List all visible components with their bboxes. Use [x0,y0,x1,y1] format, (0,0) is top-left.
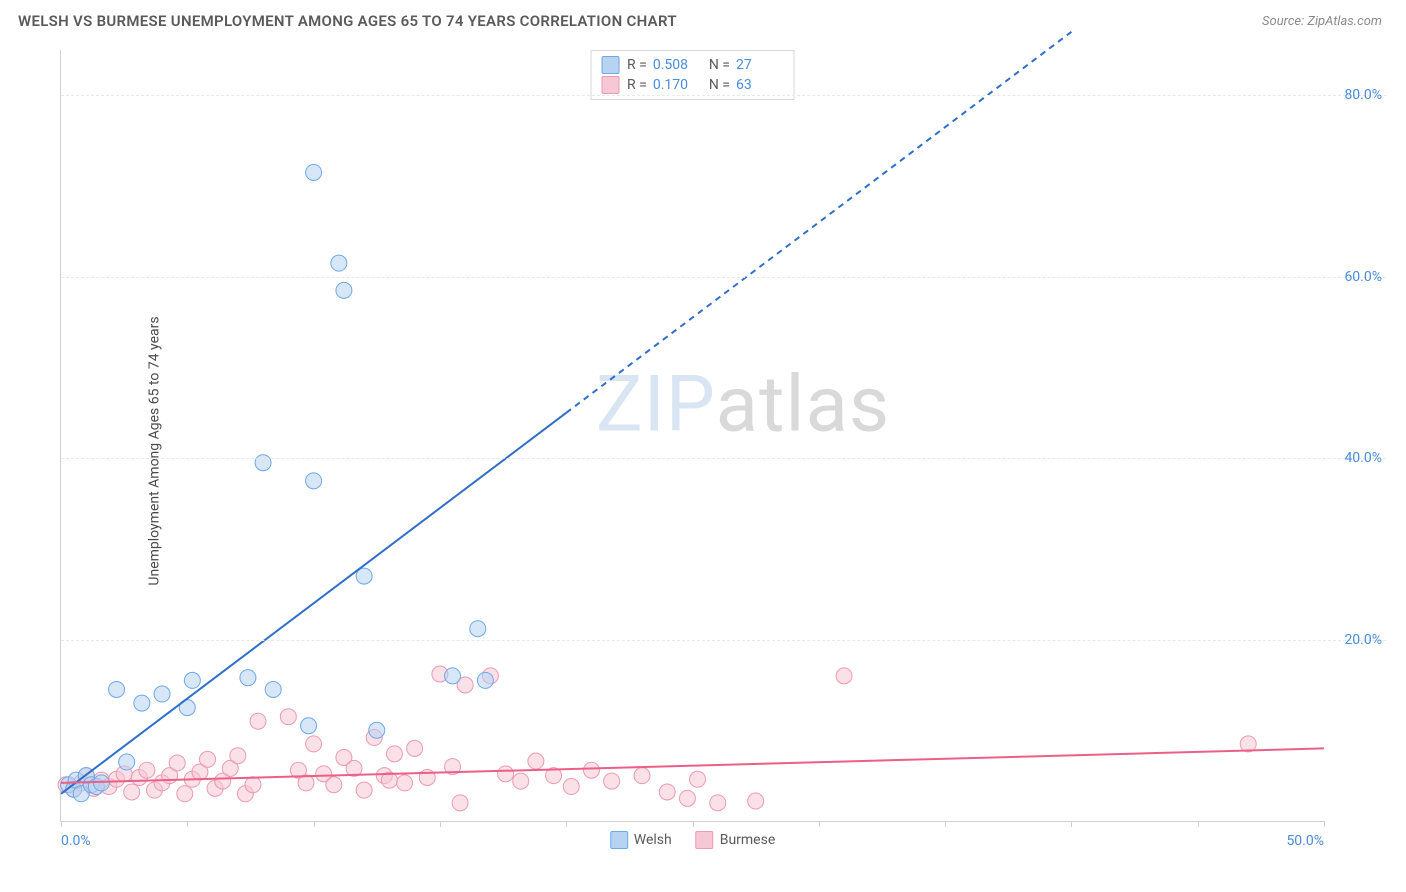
r-value: 0.170 [653,77,701,93]
data-point [331,255,347,271]
x-tick-label: 50.0% [1286,833,1324,849]
data-point [250,713,266,729]
stats-row: R = 0.508 N = 27 [601,55,784,75]
data-point [139,762,155,778]
data-point [369,722,385,738]
legend-label: Burmese [720,832,776,848]
data-point [255,455,271,471]
data-point [200,751,216,767]
data-point [445,668,461,684]
data-point [265,681,281,697]
y-tick-label: 60.0% [1344,269,1382,285]
plot-svg [61,50,1324,821]
data-point [356,782,372,798]
x-tick-mark [945,821,946,827]
data-point [169,755,185,771]
x-tick-mark [187,821,188,827]
y-tick-label: 20.0% [1344,632,1382,648]
source-attribution: Source: ZipAtlas.com [1262,14,1382,29]
data-point [124,784,140,800]
data-point [134,695,150,711]
data-point [659,784,675,800]
data-point [154,686,170,702]
data-point [177,786,193,802]
x-tick-mark [693,821,694,827]
gridline [61,95,1386,96]
y-tick-label: 80.0% [1344,87,1382,103]
chart-container: Unemployment Among Ages 65 to 74 years Z… [50,50,1386,852]
x-tick-mark [314,821,315,827]
data-point [336,282,352,298]
stats-row: R = 0.170 N = 63 [601,75,784,95]
r-label: R = [627,77,647,93]
legend-bottom: Welsh Burmese [610,831,776,849]
data-point [386,746,402,762]
data-point [528,753,544,769]
data-point [280,709,296,725]
series-swatch [601,76,619,94]
series-swatch [601,56,619,74]
data-point [306,473,322,489]
data-point [452,795,468,811]
data-point [240,670,256,686]
legend-swatch [610,831,628,849]
data-point [563,779,579,795]
data-point [230,748,246,764]
r-label: R = [627,57,647,73]
data-point [836,668,852,684]
data-point [748,793,764,809]
x-tick-label: 0.0% [61,833,91,849]
data-point [583,762,599,778]
data-point [679,790,695,806]
n-value: 27 [736,57,784,73]
data-point [245,777,261,793]
n-value: 63 [736,77,784,93]
chart-title: WELSH VS BURMESE UNEMPLOYMENT AMONG AGES… [18,12,677,30]
data-point [109,681,125,697]
n-label: N = [709,77,730,93]
data-point [604,773,620,789]
x-tick-mark [819,821,820,827]
data-point [498,766,514,782]
gridline [61,277,1386,278]
x-tick-mark [1198,821,1199,827]
plot-area: ZIPatlas R =0.508N =27R =0.170N =63 Wels… [60,50,1324,822]
y-tick-label: 40.0% [1344,450,1382,466]
data-point [690,771,706,787]
data-point [306,164,322,180]
data-point [184,672,200,688]
data-point [710,795,726,811]
x-tick-mark [1324,821,1325,827]
data-point [397,775,413,791]
data-point [306,736,322,752]
x-tick-mark [61,821,62,827]
x-tick-mark [566,821,567,827]
stats-box: R = 0.508 N = 27 R = 0.170 N = 63 [590,50,795,100]
data-point [477,672,493,688]
gridline [61,640,1386,641]
data-point [634,768,650,784]
n-label: N = [709,57,730,73]
legend-item: Burmese [696,831,776,849]
gridline [61,458,1386,459]
legend-swatch [696,831,714,849]
r-value: 0.508 [653,57,701,73]
data-point [301,718,317,734]
x-tick-mark [440,821,441,827]
data-point [513,773,529,789]
legend-item: Welsh [610,831,672,849]
data-point [407,740,423,756]
header: WELSH VS BURMESE UNEMPLOYMENT AMONG AGES… [0,0,1406,38]
legend-label: Welsh [634,832,672,848]
data-point [470,621,486,637]
x-tick-mark [1071,821,1072,827]
data-point [119,754,135,770]
data-point [326,777,342,793]
